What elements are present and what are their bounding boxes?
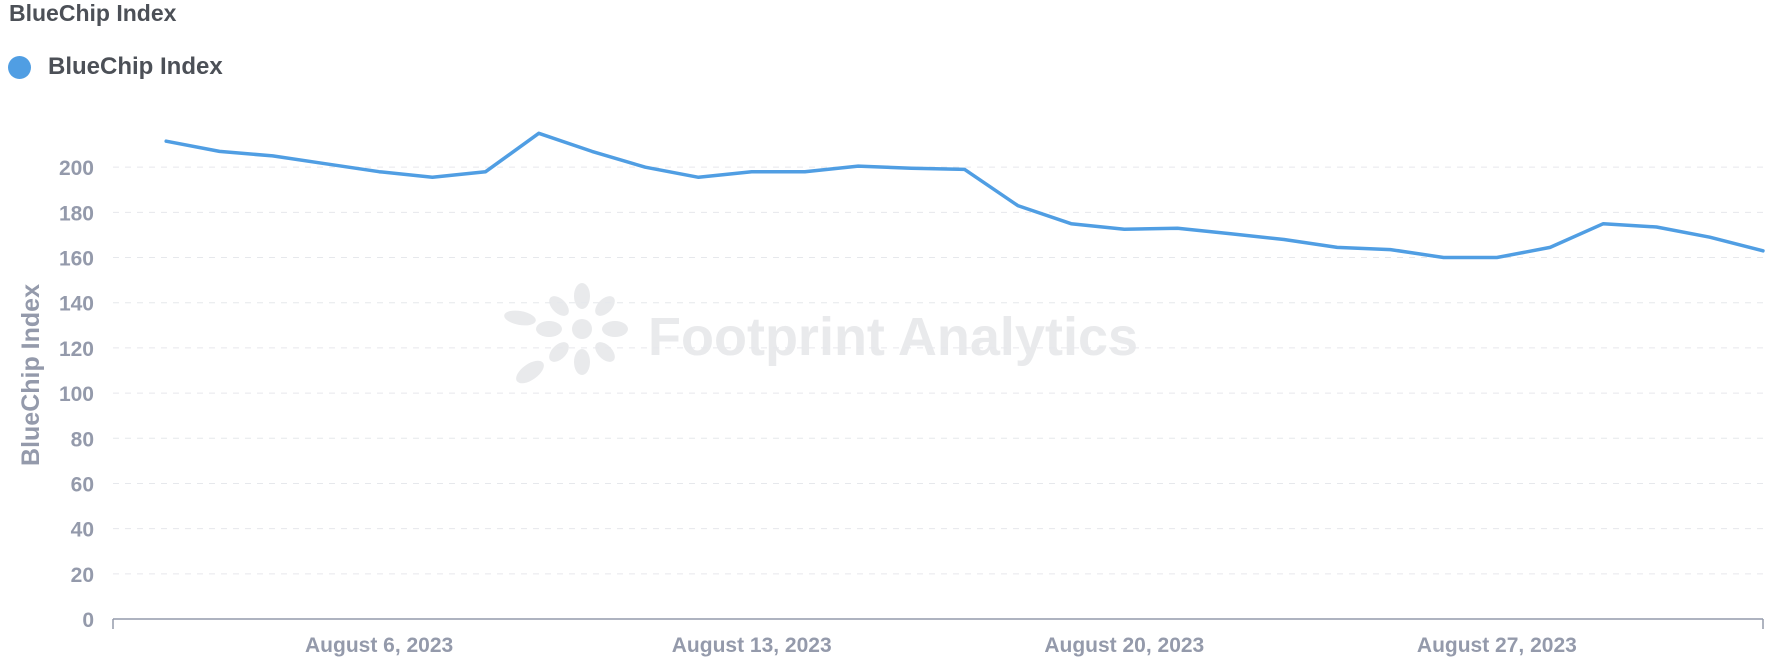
y-tick-label: 180 (59, 202, 94, 225)
y-tick-label: 0 (82, 609, 94, 632)
legend-label: BlueChip Index (48, 53, 223, 80)
y-tick-label: 160 (59, 248, 94, 271)
watermark: Footprint Analytics (504, 283, 1138, 384)
y-tick-label: 100 (59, 383, 94, 406)
watermark-text: Footprint Analytics (648, 307, 1138, 367)
x-tick-label: August 13, 2023 (672, 634, 832, 657)
x-tick-label: August 6, 2023 (305, 634, 453, 657)
legend-dot (8, 55, 31, 79)
y-tick-label: 80 (71, 428, 94, 451)
footprint-logo-icon (504, 283, 628, 384)
y-axis-label: BlueChip Index (17, 284, 45, 466)
y-tick-label: 120 (59, 338, 94, 361)
x-tick-label: August 27, 2023 (1417, 634, 1577, 657)
y-tick-label: 20 (71, 564, 94, 587)
y-tick-label: 60 (71, 473, 94, 496)
series-line[interactable] (164, 131, 1765, 260)
y-tick-label: 200 (59, 157, 94, 180)
x-tick-label: August 20, 2023 (1044, 634, 1204, 657)
y-tick-label: 40 (71, 519, 94, 542)
legend[interactable]: BlueChip Index (8, 53, 223, 81)
y-tick-label: 140 (59, 293, 94, 316)
chart-title: BlueChip Index (9, 0, 177, 26)
